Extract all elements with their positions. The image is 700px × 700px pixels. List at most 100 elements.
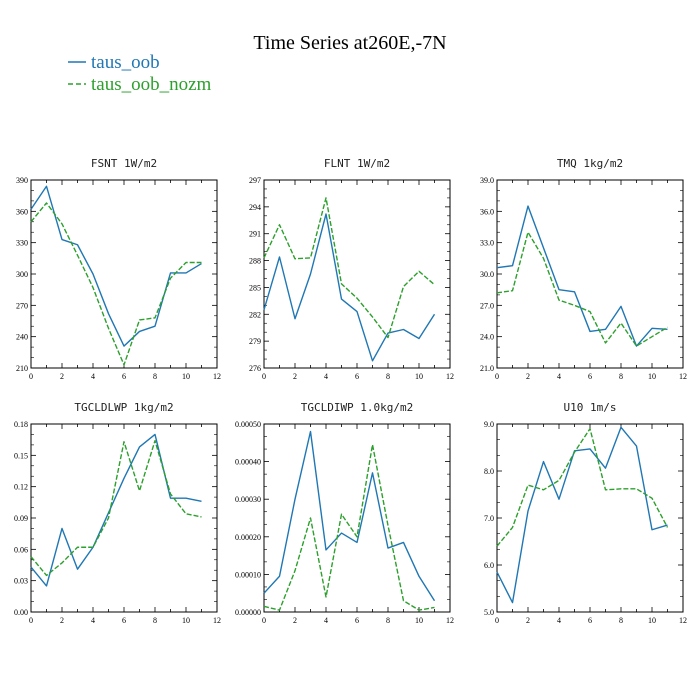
- y-tick-label: 288: [249, 257, 261, 266]
- y-tick-label: 270: [16, 301, 28, 310]
- legend-label-taus-oob-nozm: taus_oob_nozm: [91, 74, 212, 95]
- panels-group: FSNT 1W/m20 2 4 6 8 10 12210240270300330360390…: [14, 157, 687, 625]
- series-line-taus-oob: [263, 213, 436, 362]
- y-tick-label: 36.0: [480, 207, 494, 216]
- y-tick-label: 0.03: [14, 577, 28, 586]
- x-tick-label: 12: [213, 616, 221, 625]
- x-tick-label: 4: [557, 616, 561, 625]
- plot-frame: [30, 179, 218, 369]
- y-tick-label: 30.0: [480, 270, 494, 279]
- x-tick-label: 6: [588, 616, 592, 625]
- y-tick-label: 0.12: [14, 483, 28, 492]
- x-tick-label: 8: [386, 372, 390, 381]
- y-tick-label: 0.00010: [235, 570, 261, 579]
- x-tick-label: 0: [29, 372, 33, 381]
- y-tick-label: 0.00030: [235, 495, 261, 504]
- x-tick-label: 12: [446, 616, 454, 625]
- x-tick-label: 10: [415, 616, 423, 625]
- panel-title: FSNT 1W/m2: [91, 157, 157, 170]
- legend-label-taus-oob: taus_oob: [91, 52, 160, 73]
- y-tick-label: 0.06: [14, 545, 28, 554]
- series-line-taus-oob-nozm: [496, 231, 668, 347]
- x-tick-label: 0: [29, 616, 33, 625]
- y-tick-label: 0.00050: [235, 420, 261, 429]
- series-line-taus-oob-nozm: [496, 428, 669, 547]
- legend: taus_oob taus_oob_nozm: [68, 52, 212, 95]
- y-tick-label: 9.0: [484, 420, 494, 429]
- y-tick-label: 0.00020: [235, 533, 261, 542]
- plot-frame: [496, 179, 684, 369]
- y-tick-label: 0.18: [14, 420, 28, 429]
- x-tick-label: 4: [324, 616, 328, 625]
- x-tick-label: 4: [91, 616, 95, 625]
- y-tick-label: 390: [16, 176, 28, 185]
- y-tick-label: 39.0: [480, 176, 494, 185]
- series-line-taus-oob: [263, 430, 436, 602]
- y-tick-label: 0.09: [14, 514, 28, 523]
- series-line-taus-oob: [30, 185, 202, 347]
- x-tick-label: 2: [526, 372, 530, 381]
- panel-flnt: FLNT 1W/m2 0 2 4 6 8 10 12 276 279 282 285 288 291 294…: [249, 157, 454, 381]
- x-tick-label: 12: [213, 372, 221, 381]
- series-line-taus-oob-nozm: [263, 197, 435, 339]
- x-tick-label: 6: [122, 616, 126, 625]
- x-tick-label: 10: [182, 616, 190, 625]
- y-tick-label: 210: [16, 364, 28, 373]
- y-tick-label: 21.0: [480, 364, 494, 373]
- x-tick-label: 12: [679, 616, 687, 625]
- y-tick-label: 33.0: [480, 239, 494, 248]
- y-tick-label: 6.0: [484, 561, 494, 570]
- x-tick-label: 10: [648, 372, 656, 381]
- x-tick-label: 6: [355, 616, 359, 625]
- panel-tgcldiwp: TGCLDIWP 1.0kg/m2 0 2 4 6 8 10 12 0.00000 0.00010…: [235, 401, 454, 625]
- x-tick-label: 2: [293, 616, 297, 625]
- y-tick-label: 360: [16, 207, 28, 216]
- x-tick-label: 0: [495, 616, 499, 625]
- x-tick-label: 6: [122, 372, 126, 381]
- y-tick-label: 279: [249, 337, 261, 346]
- y-tick-label: 0.00040: [235, 458, 261, 467]
- y-tick-label: 240: [16, 333, 28, 342]
- series-line-taus-oob: [496, 205, 668, 347]
- panel-fsnt: FSNT 1W/m2 0 2 4 6 8 10 12 210 240 270 300 330 360 390: [16, 157, 221, 381]
- x-tick-label: 2: [60, 616, 64, 625]
- y-tick-label: 24.0: [480, 333, 494, 342]
- x-tick-label: 10: [648, 616, 656, 625]
- x-tick-label: 4: [557, 372, 561, 381]
- y-tick-label: 330: [16, 239, 28, 248]
- series-line-taus-oob-nozm: [263, 443, 435, 611]
- y-tick-label: 300: [16, 270, 28, 279]
- series-line-taus-oob-nozm: [30, 440, 202, 577]
- panel-title: TMQ 1kg/m2: [557, 157, 623, 170]
- panel-tmq: TMQ 1kg/m2 0 2 4 6 8 10 12 21.0 24.0 27.0 30.0 33.0 3…: [480, 157, 687, 381]
- panel-title: U10 1m/s: [564, 401, 617, 414]
- plot-frame: [496, 423, 684, 613]
- panel-title: TGCLDIWP 1.0kg/m2: [301, 401, 414, 414]
- y-tick-label: 8.0: [484, 467, 494, 476]
- x-tick-label: 8: [619, 616, 623, 625]
- y-tick-label: 294: [249, 203, 261, 212]
- y-tick-label: 5.0: [484, 608, 494, 617]
- x-tick-label: 2: [526, 616, 530, 625]
- y-tick-label: 291: [249, 230, 261, 239]
- y-tick-label: 297: [249, 176, 261, 185]
- x-tick-label: 8: [153, 616, 157, 625]
- y-tick-label: 7.0: [484, 514, 494, 523]
- x-tick-label: 6: [588, 372, 592, 381]
- y-tick-label: 0.00000: [235, 608, 261, 617]
- x-tick-label: 12: [446, 372, 454, 381]
- x-tick-label: 8: [153, 372, 157, 381]
- x-tick-label: 0: [262, 372, 266, 381]
- y-tick-label: 276: [249, 364, 261, 373]
- y-tick-label: 27.0: [480, 301, 494, 310]
- x-tick-label: 8: [386, 616, 390, 625]
- x-tick-label: 8: [619, 372, 623, 381]
- plot-frame: [30, 423, 218, 613]
- series-line-taus-oob: [496, 426, 668, 604]
- x-tick-label: 2: [60, 372, 64, 381]
- series-line-taus-oob-nozm: [30, 202, 202, 366]
- y-tick-label: 282: [249, 310, 261, 319]
- x-tick-label: 6: [355, 372, 359, 381]
- y-tick-label: 0.00: [14, 608, 28, 617]
